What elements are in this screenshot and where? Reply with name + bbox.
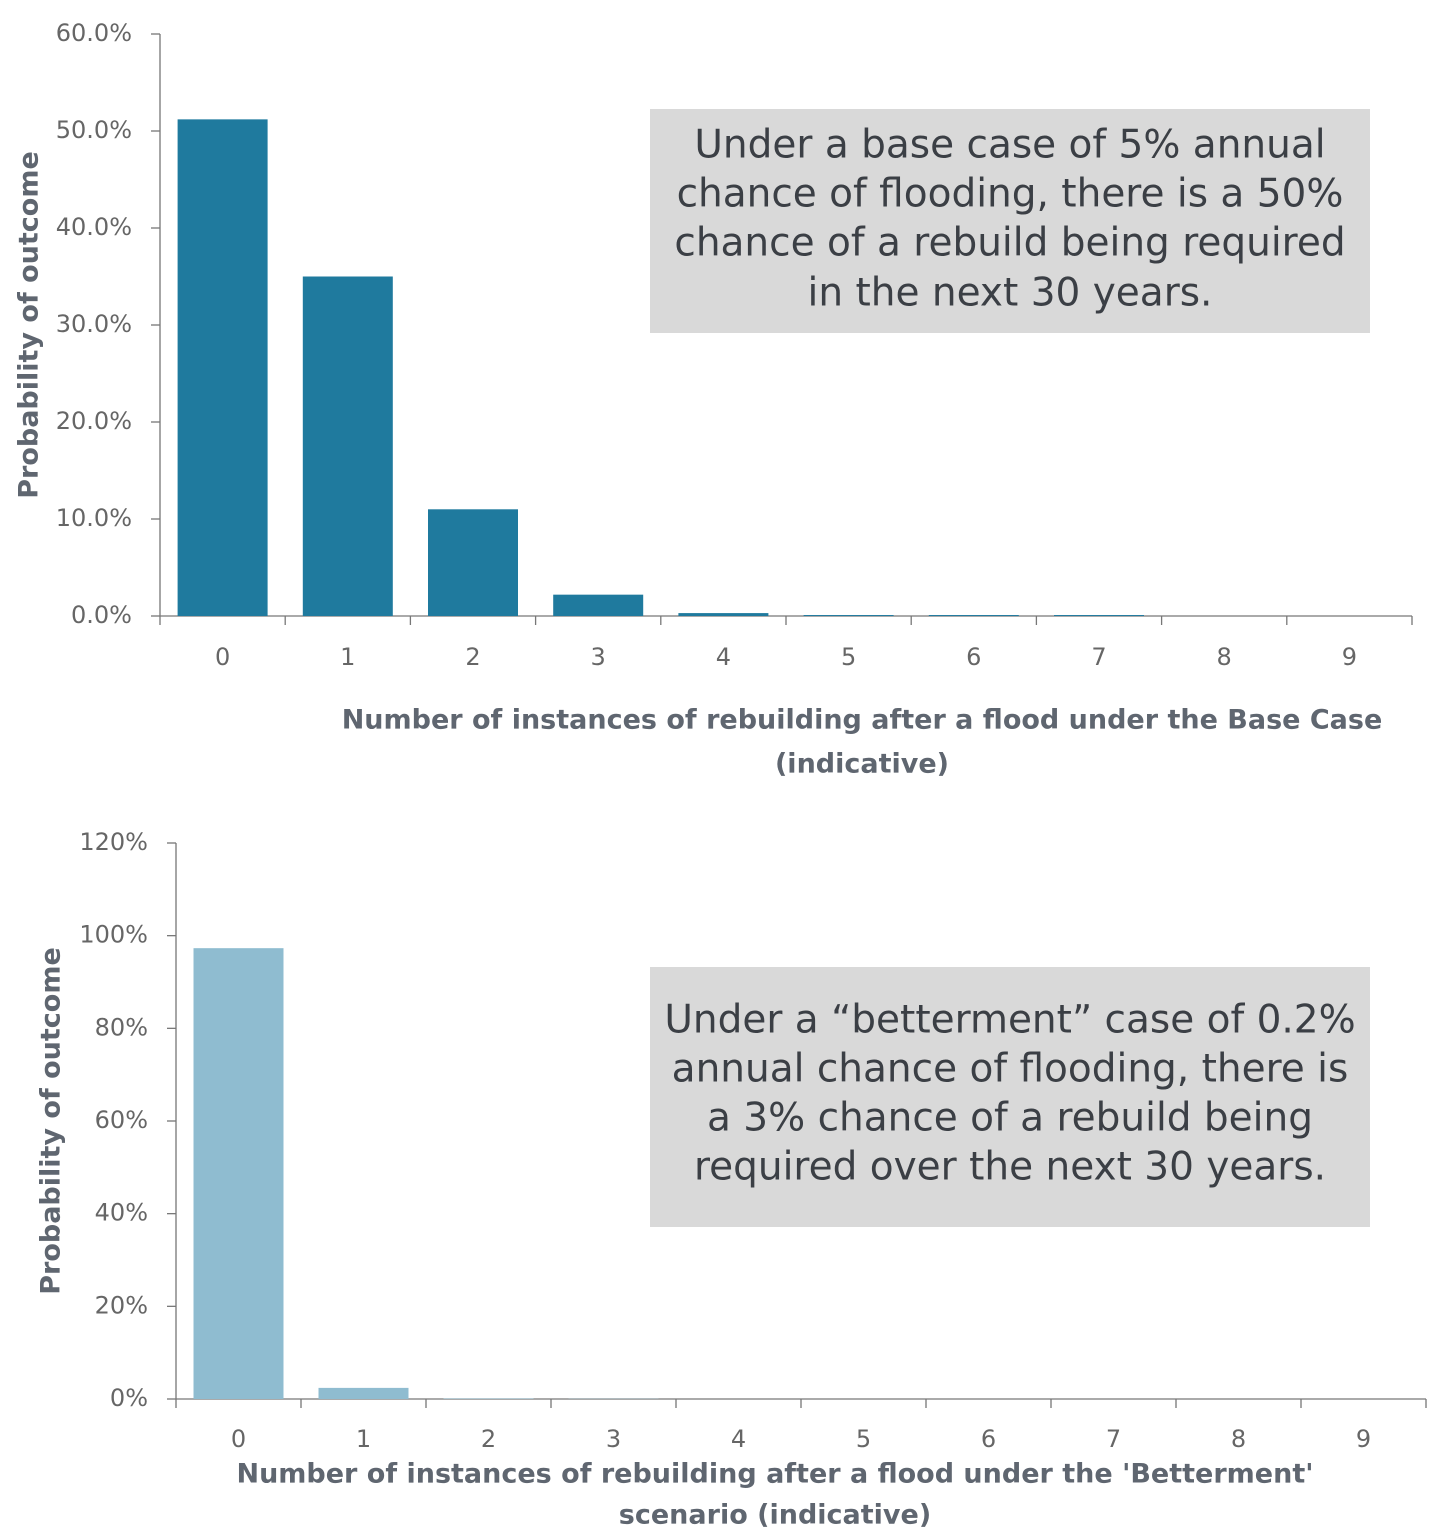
x-tick-label: 3 — [606, 1425, 621, 1453]
x-tick-label: 8 — [1231, 1425, 1246, 1453]
bar — [928, 615, 1019, 616]
annotation-line: chance of a rebuild being required — [674, 221, 1345, 266]
annotation-line: chance of flooding, there is a 50% — [677, 172, 1344, 217]
x-tick-label: 1 — [340, 643, 355, 671]
bar — [678, 613, 769, 616]
y-axis-label: Probability of outcome — [14, 151, 45, 499]
x-tick-label: 9 — [1356, 1425, 1371, 1453]
x-axis-label: (indicative) — [775, 749, 949, 780]
x-tick-label: 2 — [465, 643, 480, 671]
annotation-line: Under a base case of 5% annual — [694, 123, 1325, 168]
y-tick-label: 40% — [95, 1199, 148, 1227]
x-axis-label: Number of instances of rebuilding after … — [236, 1459, 1313, 1490]
x-tick-label: 0 — [231, 1425, 246, 1453]
y-tick-label: 20.0% — [56, 407, 132, 435]
bar — [318, 1387, 409, 1399]
y-tick-label: 30.0% — [56, 310, 132, 338]
y-tick-label: 20% — [95, 1291, 148, 1319]
y-tick-label: 50.0% — [56, 116, 132, 144]
x-tick-label: 8 — [1217, 643, 1232, 671]
bar — [803, 615, 894, 616]
x-tick-label: 5 — [841, 643, 856, 671]
x-tick-label: 7 — [1091, 643, 1106, 671]
y-tick-label: 100% — [79, 921, 148, 949]
x-tick-label: 6 — [981, 1425, 996, 1453]
x-tick-label: 2 — [481, 1425, 496, 1453]
y-tick-label: 120% — [79, 828, 148, 856]
bar — [302, 276, 393, 616]
bar — [193, 948, 284, 1399]
annotation-line: Under a “betterment” case of 0.2% — [664, 998, 1355, 1043]
annotation-line: required over the next 30 years. — [694, 1145, 1326, 1190]
y-tick-label: 0% — [110, 1384, 148, 1412]
x-tick-label: 4 — [716, 643, 731, 671]
bar — [1054, 615, 1144, 616]
annotation-line: in the next 30 years. — [808, 271, 1213, 316]
x-tick-label: 5 — [856, 1425, 871, 1453]
y-tick-label: 40.0% — [56, 213, 132, 241]
x-tick-label: 4 — [731, 1425, 746, 1453]
y-tick-label: 10.0% — [56, 504, 132, 532]
y-tick-label: 0.0% — [71, 601, 132, 629]
y-axis-label: Probability of outcome — [36, 947, 67, 1295]
y-tick-label: 60% — [95, 1106, 148, 1134]
bar — [428, 509, 518, 616]
bar — [177, 119, 268, 617]
x-tick-label: 0 — [215, 643, 230, 671]
y-tick-label: 80% — [95, 1013, 148, 1041]
y-tick-label: 60.0% — [56, 19, 132, 47]
bar — [553, 594, 644, 616]
x-tick-label: 1 — [356, 1425, 371, 1453]
x-tick-label: 7 — [1106, 1425, 1121, 1453]
annotation-line: annual chance of flooding, there is — [672, 1047, 1349, 1092]
x-axis-label: scenario (indicative) — [619, 1500, 931, 1531]
annotation-box — [650, 967, 1370, 1227]
annotation-box — [650, 109, 1370, 333]
x-tick-label: 3 — [591, 643, 606, 671]
x-axis-label: Number of instances of rebuilding after … — [342, 705, 1383, 736]
annotation-line: a 3% chance of a rebuild being — [707, 1096, 1313, 1141]
x-tick-label: 6 — [966, 643, 981, 671]
x-tick-label: 9 — [1342, 643, 1357, 671]
